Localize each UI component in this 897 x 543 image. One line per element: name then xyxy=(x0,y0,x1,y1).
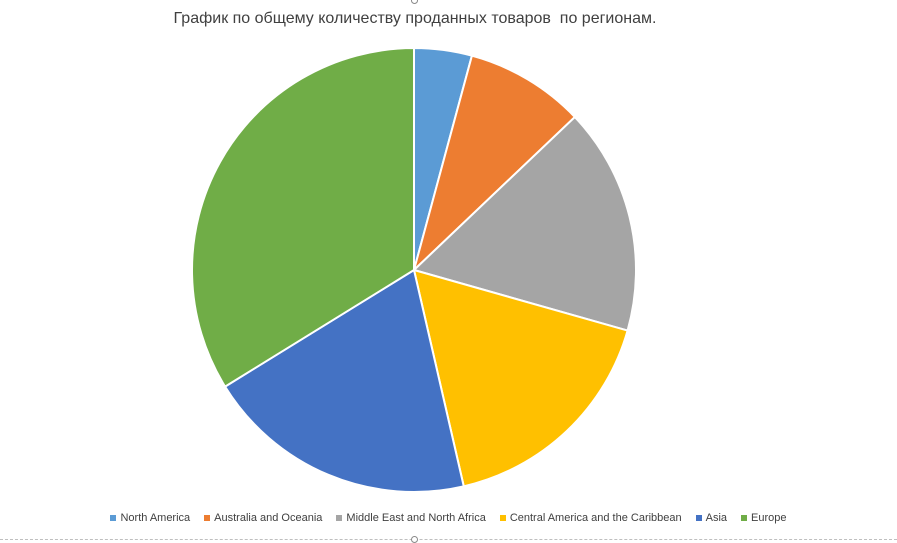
legend-label: Europe xyxy=(751,512,787,524)
legend-item-australia-and-oceania[interactable]: Australia and Oceania xyxy=(204,512,322,524)
pie-slice-australia-and-oceania[interactable] xyxy=(413,54,576,271)
legend-item-europe[interactable]: Europe xyxy=(741,512,787,524)
legend-item-asia[interactable]: Asia xyxy=(695,512,728,524)
legend-label: Middle East and North Africa xyxy=(346,512,486,524)
legend-item-central-america-and-the-caribbean[interactable]: Central America and the Caribbean xyxy=(499,512,682,524)
legend-label: Central America and the Caribbean xyxy=(509,512,682,524)
legend-swatch-europe xyxy=(741,515,748,521)
legend-swatch-asia xyxy=(695,515,702,521)
legend-label: North America xyxy=(120,512,191,524)
pie-slice-asia[interactable] xyxy=(224,269,465,493)
legend-item-middle-east-and-north-africa[interactable]: Middle East and North Africa xyxy=(336,512,486,524)
legend-swatch-middle-east-and-north-africa xyxy=(336,515,343,521)
chart-border xyxy=(0,539,897,540)
legend-item-north-america[interactable]: North America xyxy=(110,512,190,524)
legend-swatch-australia-and-oceania xyxy=(204,515,211,521)
pie-slice-middle-east-and-north-africa[interactable] xyxy=(413,116,637,332)
legend-swatch-north-america xyxy=(110,515,117,521)
chart-title: График по общему количеству проданных то… xyxy=(173,10,657,27)
pie-slice-europe[interactable] xyxy=(191,47,415,388)
legend-label: Australia and Oceania xyxy=(214,512,323,524)
pie-slice-central-america-and-the-caribbean[interactable] xyxy=(413,269,629,488)
resize-handle-top[interactable] xyxy=(411,0,418,4)
legend-swatch-central-america-and-the-caribbean xyxy=(499,515,506,521)
resize-handle-bottom[interactable] xyxy=(411,536,418,543)
legend: North America Australia and Oceania Middle… xyxy=(0,512,897,524)
legend-label: Asia xyxy=(705,512,728,524)
